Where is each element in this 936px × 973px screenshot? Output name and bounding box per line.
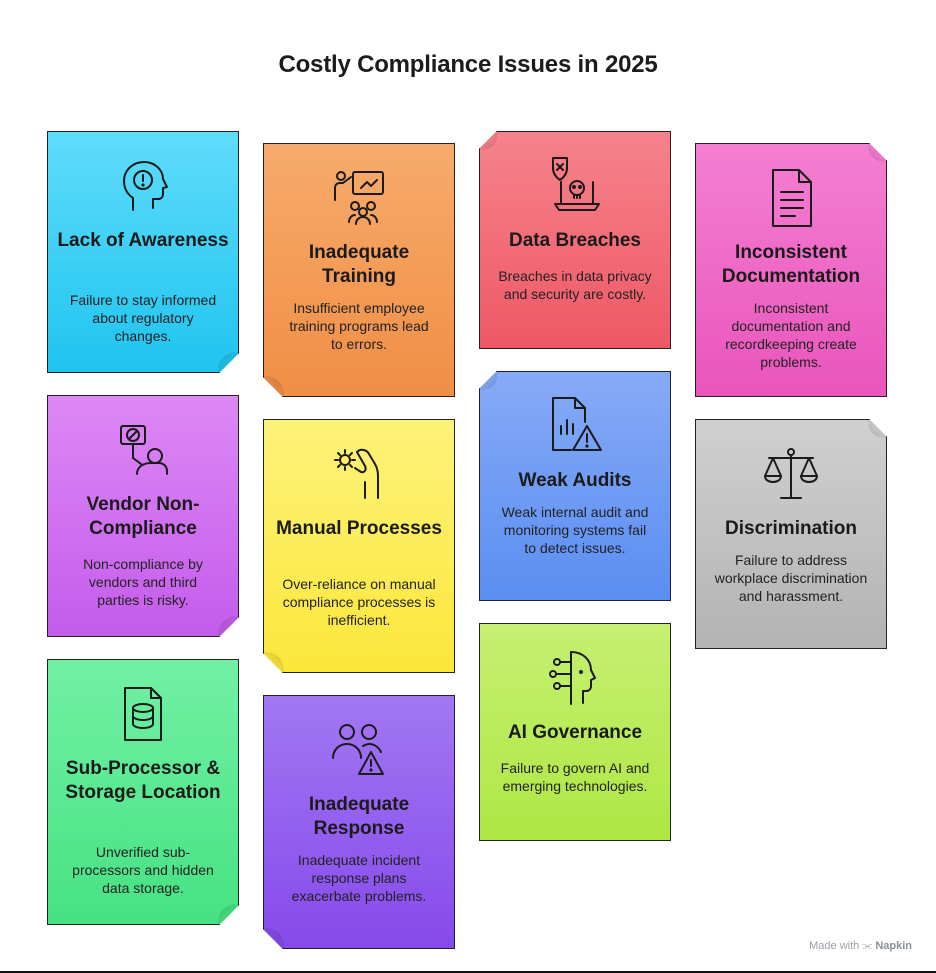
card-title: Manual Processes: [276, 518, 442, 539]
card-description: Unverified sub-processors and hidden dat…: [72, 844, 214, 896]
people-warning-icon: [327, 718, 391, 782]
card-inconsistent-documentation: Inconsistent Documentation Inconsistent …: [695, 142, 888, 397]
card-title: Inadequate Response: [308, 794, 410, 839]
scales-icon: [759, 442, 823, 506]
document-icon: [759, 166, 823, 230]
card-title: Data Breaches: [508, 230, 642, 251]
card-sub-processor: Sub-Processor & Storage Location Unverif…: [47, 659, 240, 926]
card-description: Inconsistent documentation and recordkee…: [725, 300, 857, 370]
audit-warning-icon: [543, 394, 607, 458]
card-title: Lack of Awareness: [57, 230, 229, 251]
card-lack-of-awareness: Lack of Awareness Failure to stay inform…: [47, 131, 240, 374]
card-discrimination: Discrimination Failure to address workpl…: [695, 418, 888, 649]
card-data-breaches: Data Breaches Breaches in data privacy a…: [478, 130, 671, 349]
card-description: Over-reliance on manual compliance proce…: [282, 576, 436, 628]
database-file-icon: [111, 682, 175, 746]
card-title: Vendor Non-Compliance: [86, 494, 200, 539]
card-description: Weak internal audit and monitoring syste…: [501, 504, 649, 556]
card-description: Failure to stay informed about regulator…: [69, 292, 217, 344]
footer-credit: Made with ⫘ Napkin: [809, 940, 912, 953]
card-title: Inconsistent Documentation: [721, 242, 861, 287]
card-description: Insufficient employee training programs …: [289, 300, 429, 352]
card-description: Failure to govern AI and emerging techno…: [500, 760, 650, 794]
card-inadequate-training: Inadequate Training Insufficient employe…: [262, 143, 455, 398]
manual-gear-icon: [327, 442, 391, 506]
card-description: Inadequate incident response plans exace…: [291, 852, 427, 904]
card-title: Inadequate Training: [308, 242, 410, 287]
card-description: Non-compliance by vendors and third part…: [83, 556, 203, 608]
card-weak-audits: Weak Audits Weak internal audit and moni…: [478, 370, 671, 601]
card-title: Weak Audits: [518, 470, 632, 491]
card-title: AI Governance: [507, 722, 643, 743]
bottom-divider: [0, 971, 936, 973]
card-title: Sub-Processor & Storage Location: [65, 758, 221, 803]
ai-head-icon: [543, 646, 607, 710]
footer-made-with: Made with: [809, 940, 860, 952]
card-vendor-non-compliance: Vendor Non-Compliance Non-compliance by …: [47, 395, 240, 638]
training-icon: [327, 166, 391, 230]
napkin-logo-icon: ⫘: [862, 940, 873, 952]
head-alert-icon: [111, 154, 175, 218]
card-title: Discrimination: [725, 518, 857, 539]
card-inadequate-response: Inadequate Response Inadequate incident …: [262, 695, 455, 950]
breach-icon: [543, 154, 607, 218]
page-title: Costly Compliance Issues in 2025: [278, 51, 658, 78]
card-description: Breaches in data privacy and security ar…: [498, 268, 652, 302]
vendor-icon: [111, 418, 175, 482]
footer-brand: Napkin: [875, 940, 912, 952]
card-manual-processes: Manual Processes Over-reliance on manual…: [262, 419, 455, 674]
card-ai-governance: AI Governance Failure to govern AI and e…: [479, 623, 671, 841]
card-description: Failure to address workplace discriminat…: [714, 552, 868, 604]
